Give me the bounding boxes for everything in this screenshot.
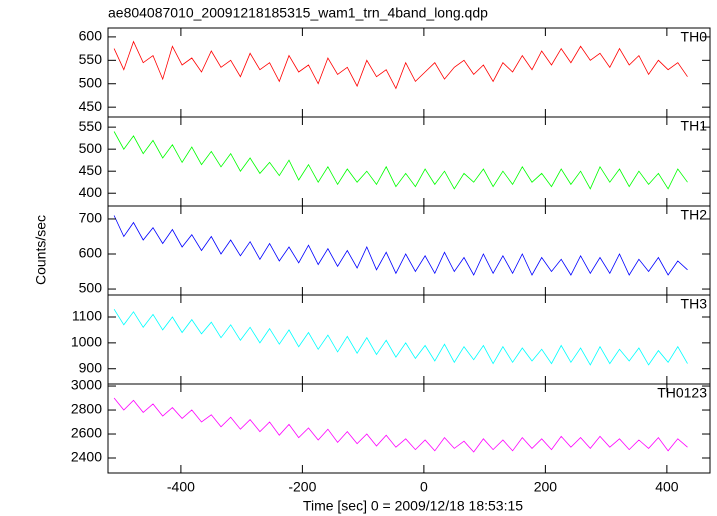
series-line bbox=[113, 308, 688, 366]
y-tick-label: 450 bbox=[79, 98, 103, 114]
y-tick-label: 1100 bbox=[72, 308, 102, 324]
series-label: TH1 bbox=[681, 118, 708, 134]
y-tick-label: 400 bbox=[79, 184, 103, 200]
panel-frame bbox=[107, 294, 711, 385]
series-label: TH3 bbox=[681, 296, 708, 312]
panel-frame bbox=[107, 205, 711, 296]
panel-frame bbox=[107, 383, 711, 474]
x-tick-label: 400 bbox=[655, 479, 679, 495]
y-tick-label: 2800 bbox=[71, 401, 102, 417]
panel-frame bbox=[107, 27, 711, 118]
y-tick-label: 900 bbox=[79, 359, 103, 375]
y-tick-label: 3000 bbox=[71, 377, 102, 393]
series-line bbox=[113, 215, 688, 276]
y-tick-label: 500 bbox=[79, 280, 103, 296]
y-tick-label: 600 bbox=[79, 245, 103, 261]
y-tick-label: 500 bbox=[79, 74, 103, 90]
y-tick-label: 700 bbox=[79, 210, 103, 226]
y-tick-label: 2400 bbox=[71, 449, 102, 465]
y-tick-label: 550 bbox=[79, 51, 103, 67]
chart-title: ae804087010_20091218185315_wam1_trn_4ban… bbox=[108, 5, 488, 21]
series-line bbox=[113, 40, 688, 90]
x-tick-label: 0 bbox=[420, 479, 428, 495]
y-tick-label: 550 bbox=[79, 118, 103, 134]
series-label: TH0123 bbox=[657, 385, 707, 401]
panel-frame bbox=[107, 116, 711, 207]
y-axis-label: Counts/sec bbox=[33, 215, 49, 285]
y-tick-label: 450 bbox=[79, 162, 103, 178]
y-tick-label: 600 bbox=[79, 28, 103, 44]
series-label: TH0 bbox=[681, 29, 708, 45]
series-line bbox=[113, 131, 688, 190]
x-tick-label: 200 bbox=[534, 479, 558, 495]
x-tick-label: -400 bbox=[167, 479, 195, 495]
x-axis-label: Time [sec] 0 = 2009/12/18 18:53:15 bbox=[303, 498, 523, 514]
series-label: TH2 bbox=[681, 207, 708, 223]
y-tick-label: 2600 bbox=[71, 425, 102, 441]
x-tick-label: -200 bbox=[288, 479, 316, 495]
y-tick-label: 1000 bbox=[71, 334, 102, 350]
y-tick-label: 500 bbox=[79, 140, 103, 156]
series-line bbox=[113, 397, 688, 453]
